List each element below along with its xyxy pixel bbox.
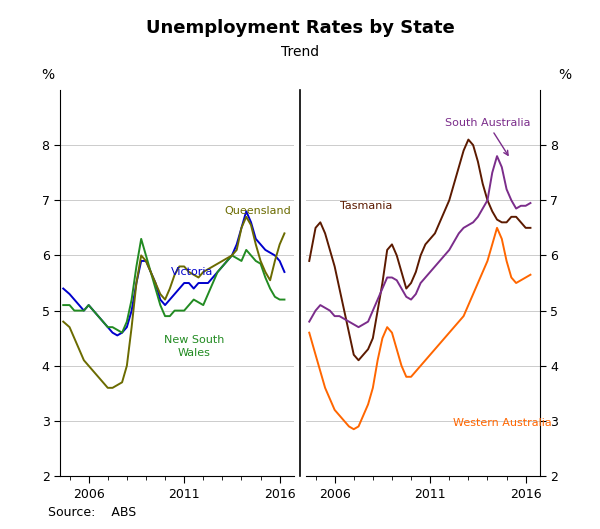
Text: Tasmania: Tasmania [340,200,393,211]
Text: Source:    ABS: Source: ABS [48,506,136,519]
Text: Western Australia: Western Australia [453,418,552,428]
Text: %: % [559,68,572,82]
Text: New South
Wales: New South Wales [164,335,224,358]
Text: %: % [41,68,55,82]
Text: Trend: Trend [281,45,319,59]
Text: South Australia: South Australia [445,118,530,155]
Text: Unemployment Rates by State: Unemployment Rates by State [146,19,454,37]
Text: Victoria: Victoria [171,267,213,277]
Text: Queensland: Queensland [224,206,291,216]
